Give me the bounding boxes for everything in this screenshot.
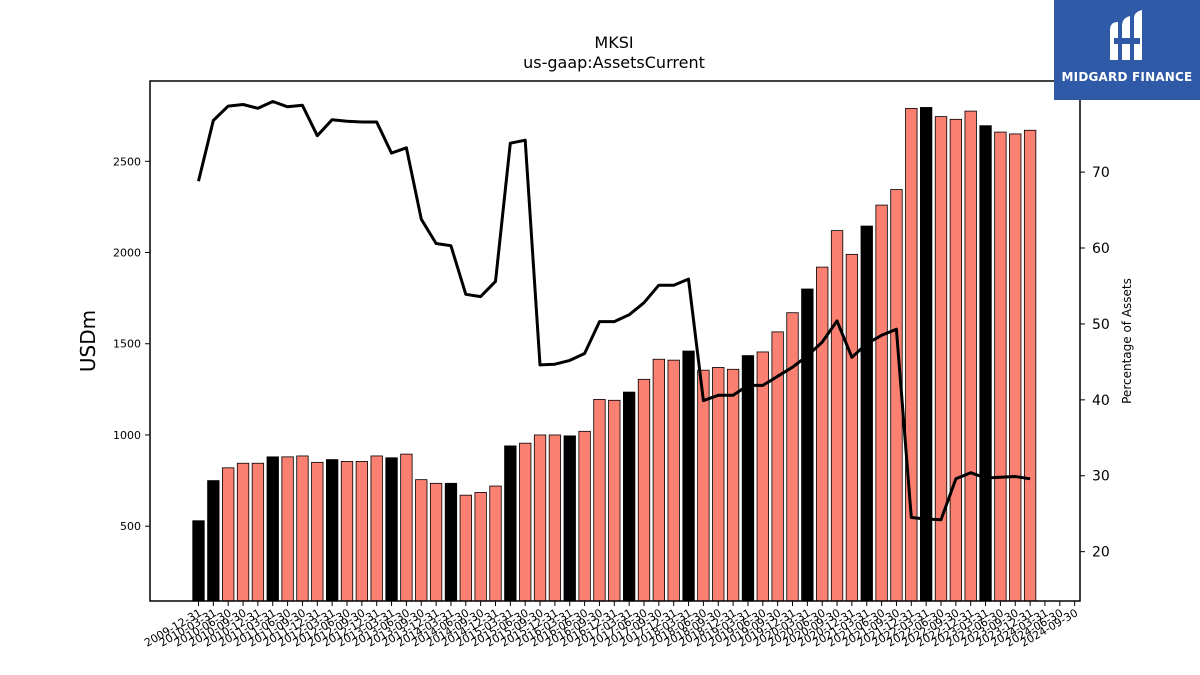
- bar: [964, 110, 977, 602]
- left-axis: 500 1000 1500 2000 2500: [113, 155, 150, 533]
- brand-name: MIDGARD FINANCE: [1061, 70, 1193, 84]
- bar: [251, 462, 265, 602]
- bar: [593, 398, 606, 602]
- bar: [697, 369, 710, 602]
- bar: [459, 494, 472, 602]
- bar: [905, 107, 918, 602]
- bar: [1009, 133, 1022, 602]
- bar: [920, 107, 933, 602]
- bar: [296, 455, 309, 602]
- bar: [222, 467, 235, 602]
- y2-tick-label: 30: [1092, 469, 1110, 485]
- bar: [429, 482, 443, 602]
- y-tick-label: 2000: [113, 247, 141, 260]
- chart-title: MKSI: [594, 33, 633, 52]
- bar: [519, 442, 532, 602]
- bar: [994, 131, 1007, 602]
- y-tick-label: 1000: [113, 429, 141, 442]
- brand-logo: MIDGARD FINANCE: [1054, 0, 1200, 100]
- bar: [741, 355, 755, 602]
- y2-tick-label: 60: [1092, 241, 1110, 257]
- percentage-line: [197, 100, 1031, 522]
- y2-axis-label: Percentage of Assets: [1120, 278, 1134, 404]
- bar: [281, 456, 294, 602]
- bar: [311, 461, 324, 602]
- y-axis-label: USDm: [76, 310, 100, 372]
- right-axis: 20 30 40 50 60 70: [1080, 165, 1110, 561]
- bar: [667, 359, 680, 602]
- bar: [875, 204, 888, 602]
- y-tick-label: 500: [120, 520, 141, 533]
- x-axis: 2009-12-312010-03-312010-06-302010-09-30…: [142, 601, 1080, 650]
- y2-tick-label: 40: [1092, 393, 1110, 409]
- bar: [266, 456, 279, 602]
- y-tick-label: 1500: [113, 338, 141, 351]
- bar: [623, 391, 636, 602]
- bar: [979, 125, 992, 602]
- y2-tick-label: 70: [1092, 165, 1110, 181]
- bar: [563, 435, 576, 602]
- bar: [236, 462, 250, 602]
- bar: [533, 434, 547, 602]
- bar: [207, 480, 220, 602]
- bar: [355, 461, 369, 602]
- y2-tick-label: 50: [1092, 317, 1110, 333]
- bar: [340, 461, 354, 602]
- bar: [712, 367, 725, 602]
- bar: [786, 312, 799, 602]
- bar: [845, 253, 859, 602]
- bar: [682, 350, 695, 602]
- bar: [578, 430, 591, 602]
- bar: [1023, 129, 1037, 602]
- bar: [444, 482, 458, 602]
- bar: [474, 492, 487, 602]
- bar: [192, 520, 205, 602]
- bar: [385, 457, 398, 602]
- bar: [830, 230, 844, 602]
- midgard-logo-icon: [1110, 10, 1142, 60]
- chart-subtitle: us-gaap:AssetsCurrent: [523, 53, 705, 72]
- bar: [816, 266, 829, 602]
- bar: [860, 225, 873, 602]
- bars-group: [192, 107, 1037, 602]
- y2-tick-label: 20: [1092, 545, 1110, 561]
- bar: [756, 351, 769, 602]
- bar: [801, 288, 814, 602]
- bar: [548, 434, 562, 602]
- bar: [325, 459, 339, 602]
- bar: [400, 453, 413, 602]
- bar: [934, 116, 948, 602]
- plot-frame: [149, 80, 1081, 602]
- bar: [370, 455, 383, 602]
- bar: [637, 378, 651, 602]
- bar: [415, 479, 428, 602]
- bar: [504, 445, 517, 602]
- bar: [608, 399, 621, 602]
- y-tick-label: 2500: [113, 155, 141, 168]
- bar: [489, 485, 502, 602]
- bar: [652, 358, 665, 602]
- bar: [949, 118, 962, 602]
- bar: [726, 368, 740, 602]
